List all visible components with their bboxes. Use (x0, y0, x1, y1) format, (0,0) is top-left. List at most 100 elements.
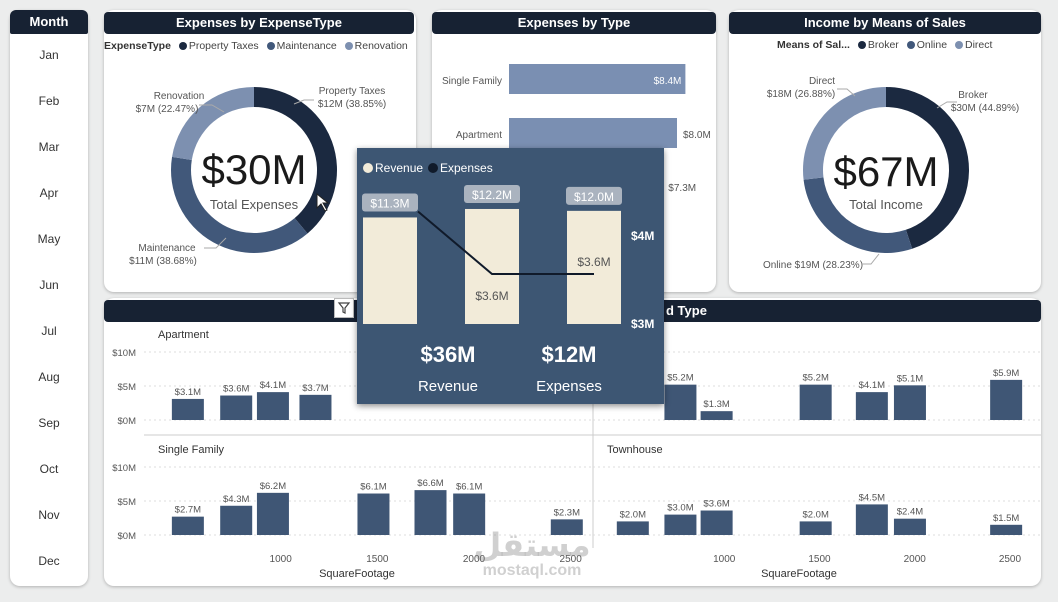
bar-data-label: $7.3M (668, 183, 696, 194)
bar[interactable] (616, 521, 649, 535)
legend-title: ExpenseType (104, 40, 171, 52)
legend-item[interactable]: Maintenance (276, 40, 337, 52)
month-slicer-title: Month (10, 10, 88, 34)
bar-data-label: $5.2M (802, 373, 828, 384)
legend-dot (344, 42, 353, 51)
slice-label: Online $19M (28.23%) (763, 260, 863, 271)
bar-data-label: $1.3M (703, 399, 729, 410)
bar-data-label: $5.1M (897, 373, 923, 384)
month-item-feb[interactable]: Feb (38, 94, 60, 108)
month-item-may[interactable]: May (37, 232, 61, 246)
bar-data-label: $3.1M (175, 387, 201, 398)
bar[interactable] (990, 379, 1023, 420)
income-by-means-title: Income by Means of Sales (729, 12, 1041, 34)
donut-center-value: $30M (201, 146, 306, 193)
legend-item[interactable]: Renovation (354, 40, 408, 52)
bar-data-label: $3.6M (223, 384, 249, 395)
month-item-dec[interactable]: Dec (38, 554, 60, 568)
bar[interactable] (855, 504, 888, 535)
bar[interactable] (256, 392, 289, 420)
bar[interactable] (799, 521, 832, 535)
donut-slice[interactable] (254, 87, 337, 234)
tooltip-bar-label: $12.0M (574, 190, 614, 204)
bar[interactable] (220, 505, 253, 535)
month-item-apr[interactable]: Apr (39, 186, 59, 200)
bar[interactable] (414, 490, 447, 535)
bar[interactable] (220, 395, 253, 420)
expenses-donut-chart[interactable]: $30M Total Expenses Renovation $7M (22.4… (104, 10, 416, 292)
tooltip-legend-revenue: Revenue (375, 161, 423, 175)
bar[interactable] (990, 524, 1023, 535)
category-label: Single Family (442, 76, 502, 87)
legend-dot (428, 163, 438, 173)
bar-data-label: $1.5M (993, 513, 1019, 524)
legend-dot (178, 42, 187, 51)
bar[interactable] (299, 394, 332, 420)
month-item-aug[interactable]: Aug (38, 370, 60, 384)
legend-title: Means of Sal... (777, 39, 850, 51)
bar[interactable] (893, 518, 926, 535)
legend-item[interactable]: Property Taxes (188, 40, 259, 52)
bar[interactable] (664, 514, 697, 535)
bar-data-label: $2.0M (620, 509, 646, 520)
leader-line (204, 237, 227, 249)
legend-item[interactable]: Online (916, 39, 948, 51)
month-item-nov[interactable]: Nov (38, 508, 60, 522)
legend-item[interactable]: Direct (965, 39, 993, 51)
bar[interactable] (855, 392, 888, 420)
month-item-sep[interactable]: Sep (38, 416, 60, 430)
month-item-jul[interactable]: Jul (41, 324, 57, 338)
filter-icon[interactable] (334, 298, 354, 318)
leader-line (837, 88, 856, 97)
legend-item[interactable]: Broker (867, 39, 899, 51)
y-tick-label: $10M (112, 463, 136, 474)
tooltip-axis-tick: $4M (631, 229, 654, 243)
expenses-by-expensetype-title: Expenses by ExpenseType (104, 12, 414, 34)
month-item-oct[interactable]: Oct (39, 462, 59, 476)
tooltip-line-label: $3.6M (475, 289, 508, 303)
legend-dot (906, 41, 915, 50)
small-multiples-chart[interactable]: Apartment $10M $5M $0M $3.1M $3.6M $4.1M $3.7M $… (104, 298, 1041, 586)
bar[interactable] (171, 398, 204, 420)
slice-label: $12M (38.85%) (318, 99, 386, 110)
month-item-jan[interactable]: Jan (39, 48, 59, 62)
donut-slice[interactable] (886, 87, 969, 249)
bar[interactable] (799, 384, 832, 420)
bar-data-label: $4.1M (260, 380, 286, 391)
donut-center-value: $67M (833, 148, 938, 195)
bar[interactable] (550, 519, 583, 535)
donut-slice[interactable] (172, 87, 254, 161)
tooltip-label-box (464, 184, 520, 203)
donut-slice[interactable] (171, 156, 308, 253)
bar[interactable] (509, 118, 677, 148)
tooltip-revenue-bar (465, 208, 519, 324)
bar-data-label: $2.0M (802, 509, 828, 520)
kpi-revenue-label: Revenue (418, 378, 478, 395)
leader-line (199, 104, 225, 113)
slice-label: $7M (22.47%) (136, 104, 199, 115)
leader-line (861, 253, 880, 265)
donut-slice[interactable] (803, 177, 913, 253)
kpi-revenue-value: $36M (420, 342, 475, 367)
month-item-mar[interactable]: Mar (38, 140, 60, 154)
tooltip-axis-tick: $3M (631, 317, 654, 331)
slice-label: $30M (44.89%) (951, 103, 1019, 114)
bar[interactable] (256, 492, 289, 535)
tooltip-line-label: $3.6M (577, 255, 610, 269)
bar[interactable] (893, 385, 926, 420)
x-tick-label: 1500 (366, 554, 389, 565)
bar[interactable] (664, 384, 697, 420)
bar[interactable] (171, 516, 204, 535)
bar-data-label: $6.6M (417, 478, 443, 489)
slice-label: $18M (26.88%) (767, 89, 835, 100)
month-item-jun[interactable]: Jun (39, 278, 59, 292)
bar[interactable] (700, 411, 733, 420)
bar[interactable] (700, 510, 733, 535)
income-donut-chart[interactable]: $67M Total Income Direct $18M (26.88%) B… (729, 10, 1041, 292)
slice-label: Direct (809, 76, 835, 87)
bar-data-label: $8.4M (654, 76, 682, 87)
donut-slice[interactable] (803, 87, 886, 180)
bar[interactable] (509, 64, 686, 94)
bar[interactable] (357, 493, 390, 535)
bar[interactable] (453, 493, 486, 535)
